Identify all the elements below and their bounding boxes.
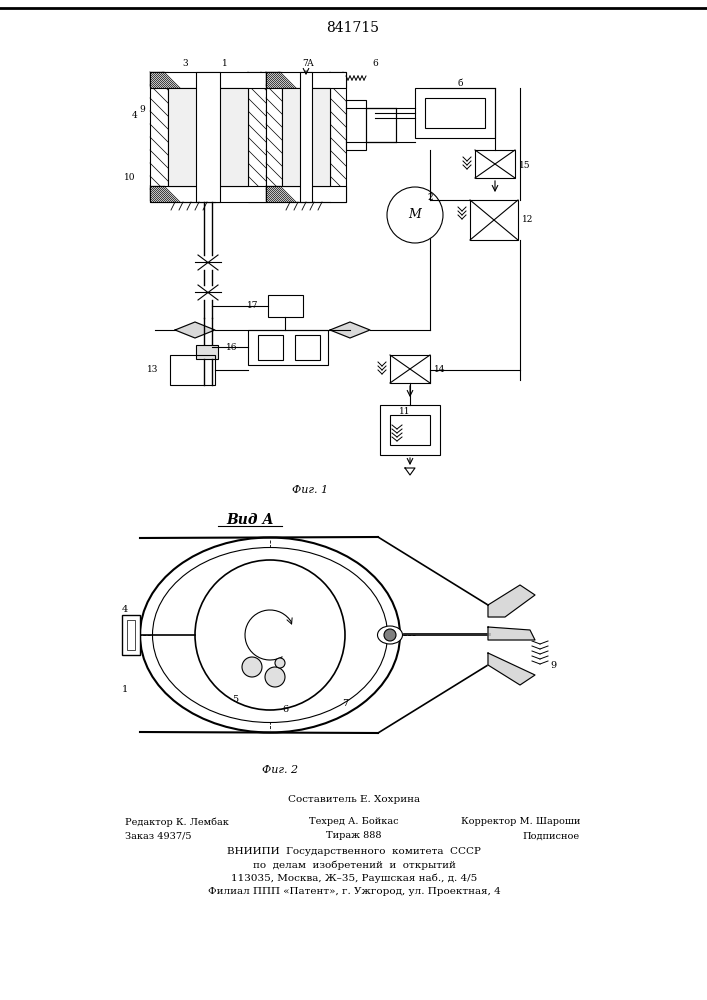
Text: А: А	[307, 58, 313, 68]
Text: 3: 3	[182, 60, 188, 68]
Polygon shape	[488, 653, 535, 685]
Text: 12: 12	[522, 216, 534, 225]
Circle shape	[265, 667, 285, 687]
Bar	[380, 405, 440, 455]
Text: 1: 1	[222, 60, 228, 68]
Bar	[295, 335, 320, 360]
Bar	[168, 88, 248, 186]
Text: 9: 9	[139, 105, 145, 114]
Text: Заказ 4937/5: Заказ 4937/5	[125, 832, 192, 840]
Text: Корректор М. Шароши: Корректор М. Шароши	[461, 818, 580, 826]
Text: Филиал ППП «Патент», г. Ужгород, ул. Проектная, 4: Филиал ППП «Патент», г. Ужгород, ул. Про…	[208, 886, 501, 896]
Text: Подписное: Подписное	[523, 832, 580, 840]
Circle shape	[387, 187, 443, 243]
Text: Редактор К. Лембак: Редактор К. Лембак	[125, 817, 229, 827]
Text: М: М	[409, 209, 421, 222]
Text: 6: 6	[372, 60, 378, 68]
Text: 13: 13	[147, 365, 158, 374]
Bar	[170, 355, 215, 385]
Ellipse shape	[378, 626, 402, 644]
Text: 7: 7	[342, 698, 348, 708]
Bar	[415, 88, 495, 138]
Bar	[248, 72, 266, 202]
Polygon shape	[175, 322, 215, 338]
Bar	[475, 150, 515, 178]
Text: 4: 4	[132, 110, 138, 119]
Polygon shape	[488, 627, 535, 640]
Bar	[150, 72, 168, 202]
Bar	[300, 72, 312, 202]
Bar	[266, 72, 346, 88]
Text: Вид А: Вид А	[226, 513, 274, 527]
Bar	[258, 335, 283, 360]
Text: Фиг. 1: Фиг. 1	[292, 485, 328, 495]
Text: Фиг. 2: Фиг. 2	[262, 765, 298, 775]
Text: Тираж 888: Тираж 888	[326, 832, 382, 840]
Bar	[266, 186, 346, 202]
Text: 6: 6	[282, 706, 288, 714]
Bar	[248, 330, 328, 365]
Ellipse shape	[153, 548, 387, 722]
Circle shape	[195, 560, 345, 710]
Text: 841715: 841715	[327, 21, 380, 35]
Bar	[366, 108, 396, 142]
Circle shape	[242, 657, 262, 677]
Text: 7: 7	[302, 60, 308, 68]
Text: 14: 14	[434, 365, 445, 374]
Bar	[425, 98, 485, 128]
Bar	[266, 72, 282, 202]
Bar	[127, 620, 135, 650]
Polygon shape	[330, 322, 370, 338]
Bar	[346, 100, 366, 150]
Text: б: б	[457, 80, 463, 89]
Text: 17: 17	[247, 302, 259, 310]
Bar	[196, 72, 220, 202]
Text: 4: 4	[122, 605, 128, 614]
Ellipse shape	[140, 538, 400, 732]
Bar	[196, 345, 218, 359]
Text: Составитель Е. Хохрина: Составитель Е. Хохрина	[288, 796, 420, 804]
Text: 5: 5	[232, 696, 238, 704]
Bar	[150, 72, 266, 88]
Bar	[390, 415, 430, 445]
Bar	[122, 615, 140, 655]
Text: 16: 16	[226, 342, 238, 352]
Bar	[282, 88, 330, 186]
Circle shape	[384, 629, 396, 641]
Text: 1: 1	[122, 686, 128, 694]
Bar	[150, 186, 266, 202]
Bar	[330, 72, 346, 202]
Text: 11: 11	[399, 408, 411, 416]
Text: по  делам  изобретений  и  открытий: по делам изобретений и открытий	[252, 860, 455, 870]
Circle shape	[275, 658, 285, 668]
Text: ВНИИПИ  Государственного  комитета  СССР: ВНИИПИ Государственного комитета СССР	[227, 848, 481, 856]
Text: Техред А. Бойкас: Техред А. Бойкас	[309, 818, 399, 826]
Text: 2: 2	[427, 192, 433, 202]
Text: 113035, Москва, Ж–35, Раушская наб., д. 4/5: 113035, Москва, Ж–35, Раушская наб., д. …	[231, 873, 477, 883]
Text: 9: 9	[550, 660, 556, 670]
Bar	[268, 295, 303, 317]
Bar	[390, 355, 430, 383]
Bar	[470, 200, 518, 240]
Text: 10: 10	[124, 174, 136, 182]
Polygon shape	[488, 585, 535, 617]
Text: 15: 15	[519, 160, 531, 169]
